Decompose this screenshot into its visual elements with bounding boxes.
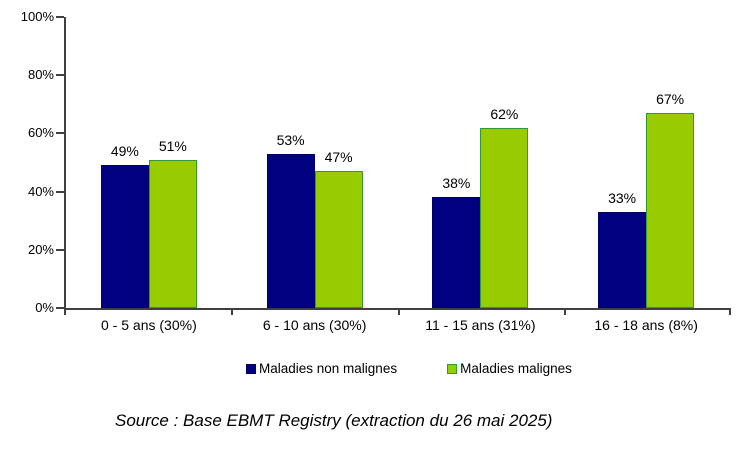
source-note: Source : Base EBMT Registry (extraction … — [115, 411, 553, 430]
bar-value-label: 62% — [490, 105, 519, 122]
bar-maladies-non-malignes — [598, 211, 647, 308]
y-axis-tick-label: 60% — [27, 125, 54, 141]
bar-maladies-non-malignes — [432, 197, 481, 308]
legend-item-maladies-non-malignes: Maladies non malignes — [246, 361, 397, 376]
x-axis-line — [64, 308, 731, 310]
bar-value-label: 33% — [608, 189, 637, 206]
y-axis-tick — [56, 307, 64, 309]
category-label: 16 - 18 ans (8%) — [594, 317, 698, 333]
legend-swatch-icon — [246, 363, 256, 374]
x-axis-tick — [64, 308, 66, 315]
y-axis-tick — [56, 74, 64, 77]
bar-value-label: 38% — [442, 175, 471, 192]
bar-maladies-malignes — [314, 171, 363, 308]
bar-maladies-malignes — [480, 127, 529, 308]
y-axis-tick-label: 20% — [27, 241, 54, 257]
legend-swatch-icon — [447, 363, 458, 374]
category-label: 0 - 5 ans (30%) — [101, 317, 197, 333]
x-axis-tick — [230, 308, 233, 315]
x-axis-tick — [729, 308, 731, 315]
bar-maladies-malignes — [646, 113, 695, 308]
y-axis-tick — [56, 132, 64, 135]
legend-label: Maladies non malignes — [259, 361, 398, 376]
category-label: 11 - 15 ans (31%) — [425, 317, 536, 333]
category-label: 6 - 10 ans (30%) — [262, 317, 367, 333]
y-axis-tick — [56, 190, 64, 193]
bar-value-label: 53% — [276, 131, 305, 148]
y-axis-tick-label: 80% — [27, 67, 54, 83]
y-axis-tick-label: 40% — [27, 183, 54, 199]
bar-value-label: 47% — [324, 149, 353, 166]
legend-item-maladies-malignes: Maladies malignes — [447, 361, 572, 376]
bar-maladies-non-malignes — [266, 153, 315, 308]
y-axis-tick-label: 100% — [20, 9, 54, 24]
bar-value-label: 49% — [110, 143, 139, 160]
y-axis-line — [64, 17, 66, 310]
legend: Maladies non malignes Maladies malignes — [246, 361, 572, 376]
y-axis-tick-label: 0% — [35, 300, 54, 315]
bar-value-label: 51% — [158, 137, 187, 154]
bar-value-label: 67% — [656, 91, 685, 108]
y-axis-tick — [56, 248, 64, 251]
bar-maladies-non-malignes — [100, 165, 149, 308]
x-axis-tick — [564, 308, 567, 315]
bar-maladies-malignes — [148, 159, 197, 308]
x-axis-tick — [397, 308, 400, 315]
legend-label: Maladies malignes — [460, 361, 572, 376]
y-axis-tick — [56, 16, 64, 18]
